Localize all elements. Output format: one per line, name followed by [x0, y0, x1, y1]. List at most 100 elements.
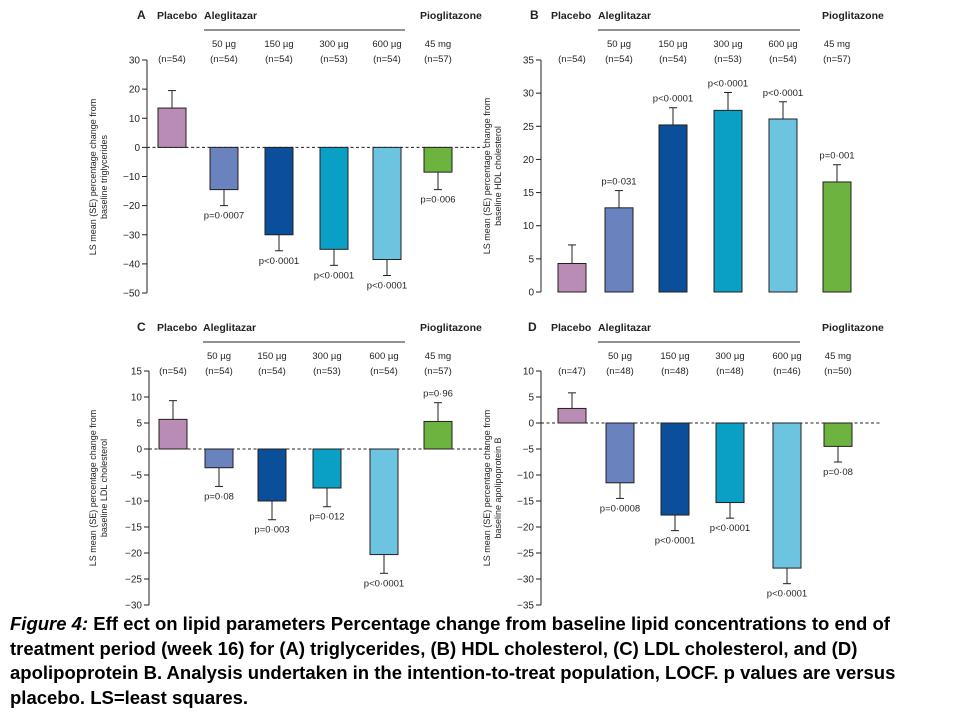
y-tick-label: −15	[125, 523, 142, 534]
y-tick-label: 25	[523, 122, 535, 133]
bar	[823, 422, 853, 447]
n-label: (n=57)	[424, 366, 452, 377]
y-axis-title-line: baseline apolipoprotein B	[493, 437, 503, 538]
y-axis-title: LS mean (SE) percentage change frombasel…	[88, 410, 109, 567]
header-aleglitazar: Aleglitazar	[204, 10, 257, 22]
dose-label: 150 µg	[257, 351, 286, 362]
bar	[209, 146, 239, 191]
panel-letter: A	[137, 8, 146, 22]
y-tick-label: 20	[523, 155, 535, 166]
bar	[772, 422, 802, 569]
n-label: (n=54)	[205, 366, 233, 377]
bar	[157, 107, 187, 148]
dose-label: 50 µg	[607, 39, 631, 50]
p-value-label: p<0·0001	[364, 578, 404, 589]
bar	[369, 448, 399, 556]
p-value-label: p=0·012	[309, 512, 344, 523]
p-value-label: p<0·0001	[655, 536, 695, 547]
p-value-label: p<0·0001	[653, 94, 693, 105]
p-value-label: p=0·96	[423, 389, 453, 400]
y-tick-label: −10	[123, 172, 140, 183]
n-label: (n=54)	[659, 54, 687, 65]
bar	[319, 146, 349, 250]
y-axis-title-line: LS mean (SE) percentage change from	[482, 410, 492, 567]
figure-caption: Figure 4: Eff ect on lipid parameters Pe…	[10, 612, 950, 710]
n-label: (n=54)	[159, 366, 187, 377]
y-tick-label: −30	[517, 575, 534, 586]
y-axis-title: LS mean (SE) percentage change frombasel…	[88, 99, 109, 256]
n-label: (n=54)	[265, 54, 293, 65]
n-label: (n=54)	[769, 54, 797, 65]
y-tick-label: 10	[129, 114, 141, 125]
panel-letter: C	[137, 320, 146, 334]
y-tick-label: −35	[517, 601, 534, 612]
n-label: (n=54)	[258, 366, 286, 377]
panel-letter: D	[528, 320, 537, 334]
y-tick-label: −25	[125, 575, 142, 586]
y-axis-title: LS mean (SE) percentage change frombasel…	[482, 98, 503, 255]
bar	[158, 418, 188, 450]
p-value-label: p=0·0007	[204, 211, 244, 222]
bar	[423, 420, 453, 450]
panel-letter: B	[530, 8, 539, 22]
bar	[658, 124, 688, 293]
p-value-label: p<0·0001	[259, 256, 299, 267]
dose-label: 50 µg	[207, 351, 231, 362]
p-value-label: p=0·08	[204, 491, 234, 502]
dose-label: 150 µg	[264, 39, 293, 50]
caption-label: Figure 4:	[10, 613, 89, 634]
y-tick-label: 30	[129, 56, 141, 67]
panel-a: A Placebo Aleglitazar Pioglitazone 50 µg 150 …	[88, 8, 488, 300]
y-tick-label: 20	[129, 85, 141, 96]
y-tick-label: −15	[517, 497, 534, 508]
y-tick-label: 30	[523, 89, 535, 100]
n-label: (n=53)	[320, 54, 348, 65]
n-label: (n=57)	[823, 54, 851, 65]
n-label: (n=57)	[424, 54, 452, 65]
header-pioglitazone: Pioglitazone	[420, 10, 482, 22]
dose-label: 600 µg	[768, 39, 797, 50]
y-axis-title-line: LS mean (SE) percentage change from	[88, 410, 98, 567]
panel-d: D Placebo Aleglitazar Pioglitazone 50 µg 150 …	[482, 320, 884, 612]
panel-c: C Placebo Aleglitazar Pioglitazone 50 µg 150 …	[88, 320, 488, 612]
p-value-label: p=0·001	[819, 151, 854, 162]
caption-text: Eff ect on lipid parameters Percentage c…	[10, 613, 896, 708]
dose-label: 600 µg	[372, 39, 401, 50]
n-label: (n=50)	[824, 366, 852, 377]
n-label: (n=48)	[661, 366, 689, 377]
dose-label: 600 µg	[772, 351, 801, 362]
bar	[605, 422, 635, 484]
dose-label: 45 mg	[425, 39, 451, 50]
y-tick-label: 10	[523, 367, 535, 378]
n-label: (n=48)	[606, 366, 634, 377]
dose-label: 600 µg	[369, 351, 398, 362]
y-tick-label: −30	[123, 230, 140, 241]
y-tick-label: −10	[517, 471, 534, 482]
figure-4-panels: A Placebo Aleglitazar Pioglitazone 50 µg 150 …	[88, 8, 884, 612]
bar	[715, 422, 745, 504]
header-placebo: Placebo	[551, 322, 591, 334]
header-aleglitazar: Aleglitazar	[598, 10, 651, 22]
n-label: (n=53)	[714, 54, 742, 65]
p-value-label: p<0·0001	[367, 281, 407, 292]
bar	[257, 448, 287, 502]
dose-label: 45 mg	[425, 351, 451, 362]
y-tick-label: 0	[136, 445, 142, 456]
bar	[822, 181, 852, 293]
y-axis-title-line: baseline LDL cholesterol	[99, 439, 109, 537]
n-label: (n=54)	[210, 54, 238, 65]
bar	[423, 146, 453, 173]
y-tick-label: 35	[523, 56, 535, 67]
bar	[557, 407, 587, 424]
y-tick-label: 10	[131, 393, 143, 404]
dose-label: 50 µg	[608, 351, 632, 362]
y-tick-label: 0	[134, 143, 140, 154]
dose-label: 45 mg	[825, 351, 851, 362]
bar	[768, 118, 798, 293]
y-tick-label: −5	[131, 471, 143, 482]
y-tick-label: 15	[523, 188, 535, 199]
n-label: (n=54)	[370, 366, 398, 377]
bar	[557, 262, 587, 293]
y-tick-label: −20	[123, 201, 140, 212]
dose-label: 150 µg	[660, 351, 689, 362]
